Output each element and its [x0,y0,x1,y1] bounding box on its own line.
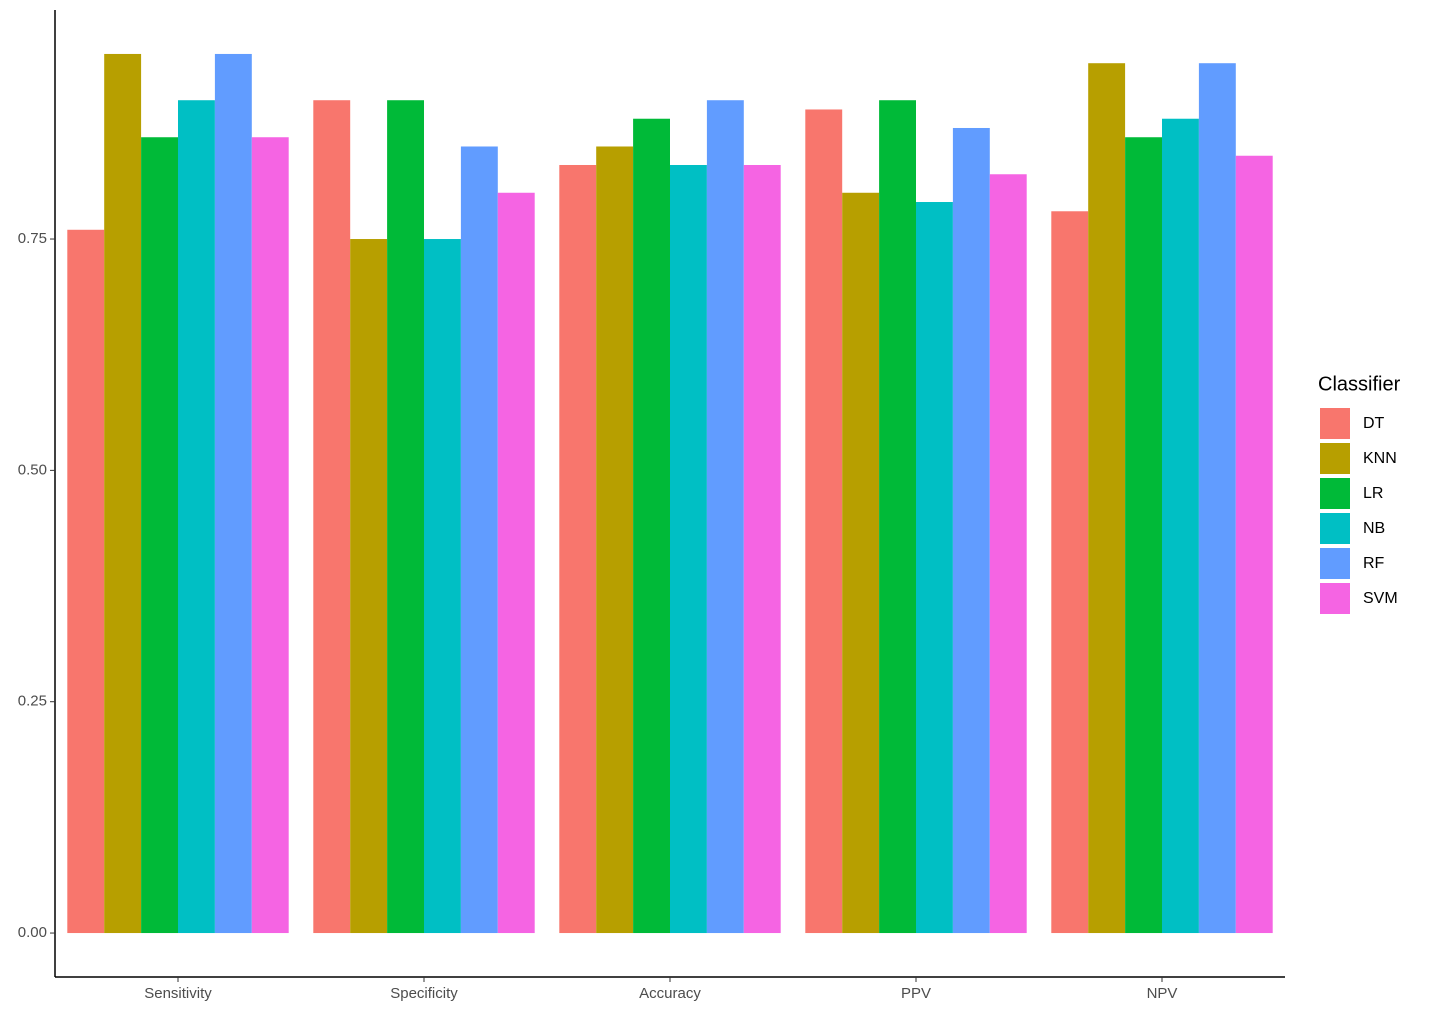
bar [805,109,843,934]
legend-label: NB [1363,520,1385,537]
bar [743,164,781,934]
bar [1051,211,1089,934]
bar [424,239,461,934]
bar [1088,63,1126,934]
x-tick-label: Accuracy [639,985,701,1002]
legend-key [1320,548,1350,579]
bar [1235,155,1273,934]
y-tick-label: 0.00 [18,924,47,941]
bar [67,229,105,934]
x-tick-label: PPV [901,985,931,1002]
legend-key [1320,583,1350,614]
bar [251,137,289,934]
legend-key [1320,478,1350,509]
bar [596,146,634,934]
bar [141,137,178,934]
y-tick-label: 0.50 [18,461,47,478]
legend-key [1320,443,1350,474]
bar [387,100,424,934]
bar [559,164,597,934]
bar [104,53,142,934]
legend-label: LR [1363,485,1383,502]
bar [313,100,351,934]
legend-label: DT [1363,415,1385,432]
legend-title: Classifier [1318,373,1401,395]
bar [1198,63,1236,934]
legend-label: SVM [1363,590,1398,607]
y-tick-label: 0.75 [18,230,47,247]
legend-label: KNN [1363,450,1397,467]
bar [952,127,990,934]
bar [1162,118,1199,934]
bar [989,174,1027,934]
bar [670,164,707,934]
bar [1125,137,1162,934]
bar [706,100,744,934]
bar [350,239,388,934]
legend-key [1320,408,1350,439]
legend-key [1320,513,1350,544]
bar [178,100,215,934]
x-tick-label: NPV [1147,985,1178,1002]
bar [497,192,535,934]
bar [633,118,670,934]
bar [460,146,498,934]
bar [214,53,252,934]
x-tick-label: Sensitivity [144,985,212,1002]
bar [916,202,953,934]
y-tick-label: 0.25 [18,693,47,710]
x-tick-label: Specificity [390,985,458,1002]
legend-label: RF [1363,555,1385,572]
bar [879,100,916,934]
bar [842,192,880,934]
